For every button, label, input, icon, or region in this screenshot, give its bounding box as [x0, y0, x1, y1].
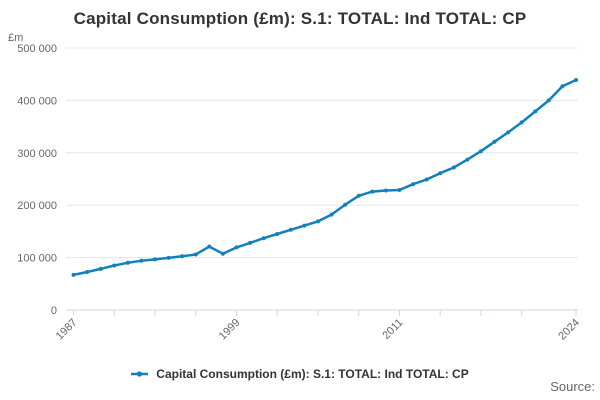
data-point[interactable]	[98, 266, 103, 271]
x-axis-label: 2024	[556, 317, 582, 343]
data-point[interactable]	[478, 149, 483, 154]
y-axis-unit-label: £m	[8, 32, 24, 44]
data-point[interactable]	[546, 98, 551, 103]
data-point[interactable]	[180, 254, 185, 259]
data-point[interactable]	[248, 240, 253, 245]
data-point[interactable]	[261, 236, 266, 241]
data-point[interactable]	[234, 245, 239, 250]
data-point[interactable]	[519, 120, 524, 125]
y-axis-label: 400 000	[17, 95, 57, 107]
data-point[interactable]	[125, 260, 130, 265]
data-point[interactable]	[85, 270, 90, 274]
data-point[interactable]	[370, 189, 375, 194]
chart-title: Capital Consumption (£m): S.1: TOTAL: In…	[73, 9, 527, 28]
y-axis-label: 100 000	[17, 253, 57, 265]
legend[interactable]: Capital Consumption (£m): S.1: TOTAL: In…	[0, 365, 600, 383]
data-point[interactable]	[492, 139, 497, 144]
source-label: Source:	[550, 379, 595, 394]
x-axis-label: 1999	[217, 317, 243, 343]
data-point[interactable]	[302, 223, 307, 228]
line-chart-plot[interactable]: 0 100 000 200 000 300 000 400 000 500 000 1987…	[0, 0, 600, 360]
data-point[interactable]	[424, 177, 429, 182]
data-point[interactable]	[139, 258, 144, 263]
data-point[interactable]	[207, 244, 212, 249]
data-point[interactable]	[71, 272, 76, 277]
y-axis-label: 300 000	[17, 148, 57, 160]
data-point[interactable]	[275, 232, 280, 236]
series-line	[72, 78, 578, 277]
data-point[interactable]	[574, 78, 578, 82]
data-point[interactable]	[451, 165, 456, 170]
data-point[interactable]	[383, 188, 388, 193]
y-axis-label: 0	[51, 305, 57, 317]
data-point[interactable]	[153, 257, 157, 262]
y-axis-label: 500 000	[17, 43, 57, 55]
data-point[interactable]	[329, 212, 334, 217]
legend-line-marker-icon	[131, 371, 149, 377]
data-point[interactable]	[343, 202, 348, 207]
data-point[interactable]	[560, 84, 565, 89]
data-point[interactable]	[316, 219, 320, 224]
data-point[interactable]	[533, 109, 538, 114]
data-point[interactable]	[397, 188, 402, 192]
data-point[interactable]	[438, 171, 443, 176]
data-point[interactable]	[288, 227, 293, 232]
legend-label: Capital Consumption (£m): S.1: TOTAL: In…	[156, 367, 469, 381]
data-point[interactable]	[356, 193, 361, 198]
data-point[interactable]	[465, 157, 470, 162]
data-point[interactable]	[220, 251, 225, 256]
data-point[interactable]	[506, 130, 511, 135]
data-point[interactable]	[193, 252, 198, 257]
x-axis-label: 1987	[54, 317, 80, 343]
y-axis-label: 200 000	[17, 200, 57, 212]
data-point[interactable]	[166, 255, 171, 260]
data-point[interactable]	[411, 182, 415, 187]
x-axis-label: 2011	[380, 317, 405, 342]
data-point[interactable]	[112, 263, 117, 268]
